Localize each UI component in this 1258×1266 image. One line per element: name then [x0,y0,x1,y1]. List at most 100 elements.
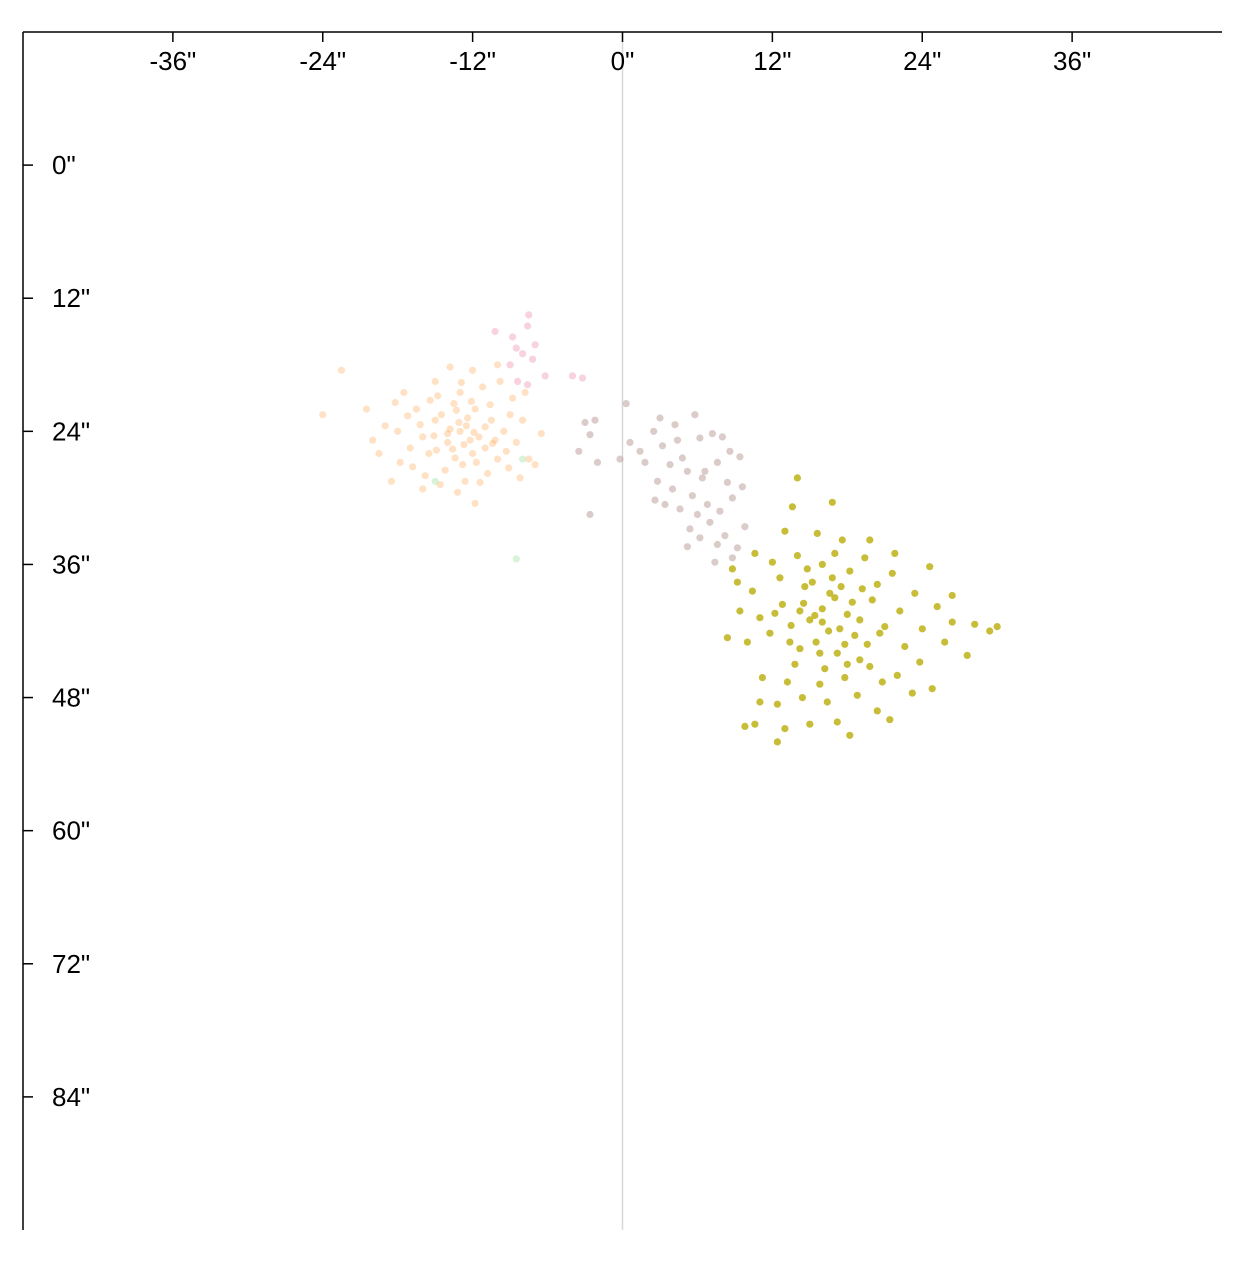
scatter-point [412,405,420,413]
scatter-point [831,549,839,558]
scatter-point [541,372,549,380]
scatter-point [470,428,478,436]
scatter-point [743,638,752,646]
series-2 [575,400,749,566]
scatter-point [381,422,389,430]
scatter-point [873,580,881,589]
scatter-point [494,361,502,369]
scatter-point [711,558,719,566]
scatter-point [723,634,732,642]
scatter-point [948,591,956,600]
scatter-point [467,397,475,405]
scatter-point [866,662,874,671]
scatter-point [519,350,527,358]
scatter-point [434,392,442,400]
scatter-point [506,361,514,369]
scatter-point [843,610,851,619]
scatter-point [858,585,866,593]
scatter-point [948,618,956,626]
series-0 [319,361,545,507]
scatter-point [873,707,881,715]
scatter-point [718,433,727,441]
scatter-point [430,432,438,440]
scatter-point [776,574,784,582]
scatter-point [698,474,707,482]
scatter-point [836,625,844,633]
scatter-point [888,569,896,577]
scatter-point [616,455,624,463]
scatter-point [469,366,477,374]
scatter-point [866,536,874,544]
scatter-point [813,529,821,538]
scatter-point [404,412,412,420]
scatter-point [811,611,819,620]
scatter-point [456,427,464,435]
scatter-point [812,638,820,646]
x-tick-label: -12" [449,46,496,76]
scatter-point [437,411,445,419]
scatter-point [491,327,499,336]
scatter-point [928,685,936,693]
scatter-point [781,527,789,535]
scatter-point [491,436,499,444]
scatter-point [494,455,502,463]
scatter-point [421,472,429,480]
scatter-point [716,507,724,515]
scatter-point [521,388,529,397]
scatter-point [506,411,514,419]
series-3 [431,455,527,563]
scatter-point [486,401,494,409]
scatter-point [525,455,533,463]
scatter-point [653,477,662,485]
scatter-point [471,499,479,507]
points-layer [319,311,1001,746]
scatter-point [706,518,714,526]
scatter-point [524,322,532,330]
y-tick-label: 72" [52,949,90,979]
scatter-point [853,691,861,699]
x-tick-label: 12" [753,46,791,76]
scatter-point [461,477,469,485]
x-tick-label: 36" [1053,46,1091,76]
scatter-point [841,640,849,648]
scatter-point [701,467,709,475]
scatter-point [656,414,664,422]
scatter-point [456,388,464,397]
scatter-point [886,716,894,724]
scatter-point [837,583,845,591]
scatter-point [668,485,677,493]
scatter-point [796,645,804,653]
scatter-point [464,414,472,422]
scatter-point [622,400,630,408]
scatter-point [444,430,452,438]
y-tick-label: 48" [52,683,90,713]
scatter-point [736,607,744,615]
scatter-point [713,458,722,466]
scatter-point [454,488,462,496]
scatter-point [696,534,704,542]
scatter-point [893,671,901,680]
scatter-point [444,438,452,446]
scatter-point [881,623,889,631]
scatter-point [766,629,774,637]
scatter-point [733,544,742,552]
scatter-point [425,449,433,458]
scatter-point [586,431,594,439]
scatter-point [848,598,856,606]
scatter-point [508,333,517,341]
scatter-point [843,660,851,668]
scatter-point [512,344,520,352]
scatter-point [798,694,807,702]
scatter-point [658,442,667,450]
scatter-point [801,583,809,591]
scatter-point [828,498,836,506]
scatter-point [696,434,704,442]
scatter-point [578,374,587,382]
scatter-point [471,405,479,413]
scatter-point [460,441,468,449]
scatter-point [673,436,682,444]
scatter-point [446,425,454,433]
scatter-point [788,503,797,511]
scatter-point [721,532,729,540]
scatter-point [693,510,702,519]
